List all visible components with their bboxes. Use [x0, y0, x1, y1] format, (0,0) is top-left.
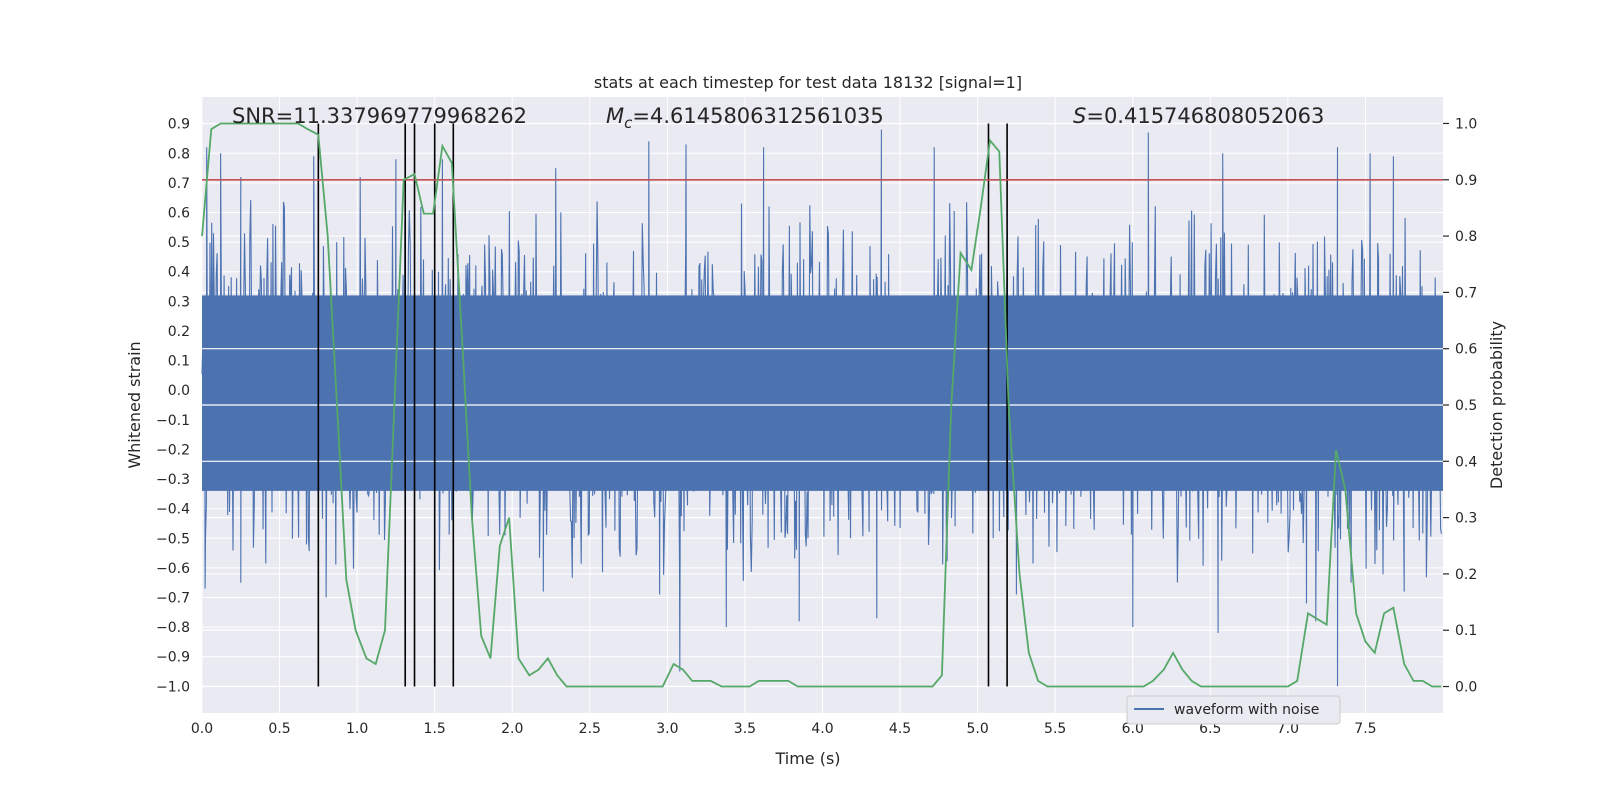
x-tick-label: 7.0	[1277, 721, 1299, 737]
x-tick-label: 2.0	[501, 721, 523, 737]
y-tick-label: 0.5	[168, 235, 190, 251]
y-tick-label: −0.2	[156, 442, 190, 458]
y-tick-label: −0.1	[156, 413, 190, 429]
y-tick-label: −0.4	[156, 502, 190, 518]
waveform-series	[201, 129, 1443, 687]
y-tick-label: −0.6	[156, 561, 190, 577]
y-tick-label: −0.3	[156, 472, 190, 488]
x-tick-label: 3.5	[734, 721, 756, 737]
vertical-markers	[317, 123, 1008, 687]
y-tick-label: −0.5	[156, 531, 190, 547]
legend-box	[1126, 695, 1341, 725]
y2-tick-label: 0.4	[1455, 454, 1477, 470]
legend: waveform with noise	[1126, 695, 1341, 725]
y2-axis-label: Detection probability	[1487, 321, 1506, 489]
y-tick-label: 0.8	[168, 146, 190, 162]
y-tick-label: 0.4	[168, 265, 190, 281]
chirp-mass-subscript: c	[624, 114, 633, 132]
chirp-mass-symbol: M	[606, 104, 624, 128]
y-tick-label: 0.9	[168, 117, 190, 133]
y-tick-label: 0.6	[168, 206, 190, 222]
probability-line	[201, 122, 1442, 688]
y2-tick-label: 0.6	[1455, 342, 1477, 358]
y-tick-label: −0.7	[156, 591, 190, 607]
s-symbol: S	[1073, 104, 1086, 128]
chirp-mass-value: =4.6145806312561035	[632, 104, 883, 128]
y2-tick-label: 0.8	[1455, 229, 1477, 245]
y-axis-ticks: 0.9 0.8 0.7 0.6 0.5 0.4 0.3 0.2 0.1 0.0 −0.1 −0.2 −0…	[156, 117, 190, 696]
x-tick-label: 5.5	[1044, 721, 1066, 737]
chirp-mass-annotation: Mc=4.6145806312561035	[606, 104, 884, 132]
x-tick-label: 0.5	[268, 721, 290, 737]
x-tick-label: 4.5	[889, 721, 911, 737]
y2-tick-label: 0.3	[1455, 511, 1477, 527]
y2-tick-label: 1.0	[1455, 116, 1477, 132]
y-tick-label: −0.9	[156, 650, 190, 666]
y2-tick-label: 0.5	[1455, 398, 1477, 414]
x-tick-label: 5.0	[966, 721, 988, 737]
y-axis-label: Whitened strain	[125, 341, 144, 468]
x-tick-label: 1.0	[346, 721, 368, 737]
y-tick-label: −0.8	[156, 620, 190, 636]
snr-annotation: SNR=11.337969779968262	[232, 104, 527, 128]
legend-label: waveform with noise	[1174, 702, 1319, 718]
x-tick-label: 4.0	[811, 721, 833, 737]
y-tick-label: 0.1	[168, 354, 190, 370]
x-tick-label: 6.0	[1122, 721, 1144, 737]
y-tick-label: 0.0	[168, 383, 190, 399]
y2-tick-label: 0.2	[1455, 567, 1477, 583]
plot-area	[201, 122, 1443, 688]
x-tick-label: 6.5	[1199, 721, 1221, 737]
x-tick-label: 2.5	[579, 721, 601, 737]
x-tick-label: 3.0	[656, 721, 678, 737]
x-tick-label: 0.0	[191, 721, 213, 737]
s-annotation: S=0.415746808052063	[1073, 104, 1324, 128]
y-tick-label: 0.3	[168, 294, 190, 310]
y2-tick-label: 0.9	[1455, 173, 1477, 189]
y-tick-label: −1.0	[156, 679, 190, 695]
waveform-band	[202, 295, 1443, 491]
y-tick-label: 0.2	[168, 324, 190, 340]
chart-title: stats at each timestep for test data 181…	[594, 73, 1022, 92]
x-tick-label: 7.5	[1354, 721, 1376, 737]
y2-tick-label: 0.1	[1455, 623, 1477, 639]
y2-tick-label: 0.7	[1455, 285, 1477, 301]
x-axis-ticks: 0.0 0.5 1.0 1.5 2.0 2.5 3.0 3.5 4.0 4.5 5.0 5.5 6.0 6…	[191, 721, 1377, 737]
y2-axis-ticks: 1.0 0.9 0.8 0.7 0.6 0.5 0.4 0.3 0.2 0.1 0.0	[1443, 116, 1477, 696]
x-axis-label: Time (s)	[774, 749, 840, 768]
x-tick-label: 1.5	[424, 721, 446, 737]
y2-tick-label: 0.0	[1455, 680, 1477, 696]
s-value: =0.415746808052063	[1086, 104, 1324, 128]
y-tick-label: 0.7	[168, 176, 190, 192]
